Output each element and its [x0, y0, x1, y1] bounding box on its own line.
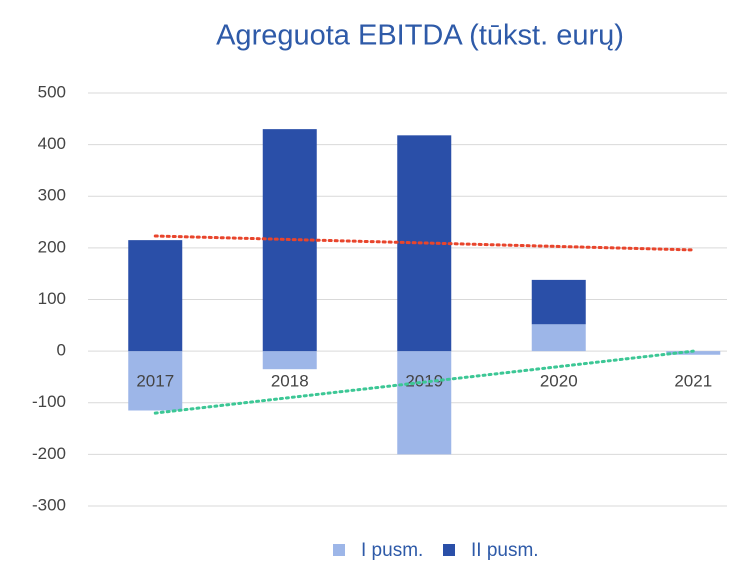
trendline: [153, 349, 695, 415]
y-tick-label: -300: [32, 495, 66, 514]
legend-swatch: [443, 544, 455, 556]
bar: [397, 351, 452, 455]
y-tick-label: -200: [32, 444, 66, 463]
y-tick-label: -100: [32, 392, 66, 411]
x-tick-label: 2017: [136, 371, 174, 390]
y-tick-label: 100: [38, 289, 66, 308]
legend-label: I pusm.: [361, 540, 423, 561]
y-tick-label: 200: [38, 237, 66, 256]
bar: [531, 279, 586, 325]
bar: [262, 351, 317, 370]
bar: [128, 240, 183, 352]
y-tick-label: 300: [38, 186, 66, 205]
bar: [128, 351, 183, 411]
x-tick-label: 2020: [540, 371, 578, 390]
x-tick-label: 2021: [674, 371, 712, 390]
legend-label: II pusm.: [471, 540, 539, 561]
y-tick-label: 400: [38, 134, 66, 153]
x-tick-label: 2018: [271, 371, 309, 390]
y-tick-label: 500: [38, 82, 66, 101]
bar: [531, 324, 586, 352]
legend-swatch: [333, 544, 345, 556]
trendline: [153, 234, 695, 252]
bar: [666, 351, 721, 355]
y-tick-label: 0: [57, 341, 66, 360]
chart-title: Agreguota EBITDA (tūkst. eurų): [216, 20, 624, 52]
